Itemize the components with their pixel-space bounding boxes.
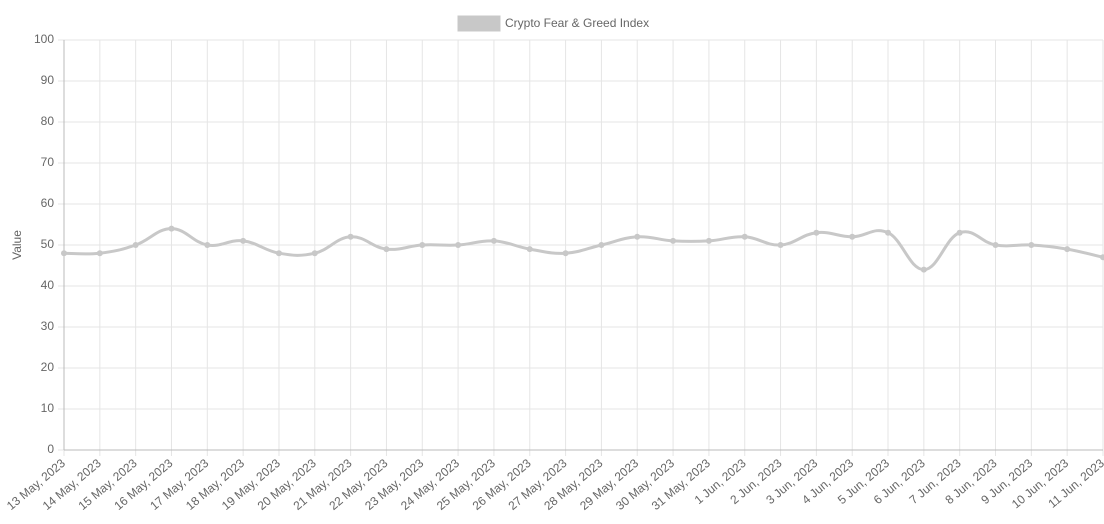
point	[741, 233, 748, 240]
point	[383, 246, 390, 253]
point	[920, 266, 927, 273]
point	[705, 237, 712, 244]
point	[1028, 242, 1035, 248]
point	[311, 250, 318, 257]
point	[240, 237, 247, 244]
point	[347, 233, 354, 240]
legend-label: Crypto Fear & Greed Index	[505, 16, 649, 30]
point	[562, 250, 569, 257]
y-tick-label: 20	[41, 360, 55, 374]
y-axis-title: Value	[10, 230, 24, 260]
point	[132, 242, 139, 248]
point	[419, 242, 426, 248]
point	[992, 242, 999, 248]
y-tick-label: 100	[34, 32, 54, 46]
point	[598, 242, 605, 248]
y-tick-label: 40	[41, 278, 55, 292]
y-tick-label: 90	[41, 73, 55, 87]
y-tick-label: 50	[41, 237, 55, 251]
y-tick-label: 60	[41, 196, 55, 210]
point	[956, 229, 963, 236]
point	[96, 250, 103, 257]
point	[61, 250, 67, 257]
point	[1064, 246, 1071, 253]
legend-swatch	[457, 15, 501, 32]
point	[168, 225, 175, 232]
line	[63, 227, 1104, 272]
point	[885, 229, 892, 236]
point	[634, 233, 641, 240]
point	[1100, 254, 1104, 261]
y-tick-label: 10	[41, 401, 55, 415]
y-tick-label: 0	[47, 442, 54, 456]
point	[849, 233, 856, 240]
point	[490, 237, 497, 244]
point	[777, 242, 784, 248]
y-tick-label: 30	[41, 319, 55, 333]
point	[813, 229, 820, 236]
y-tick-label: 70	[41, 155, 55, 169]
point	[670, 237, 677, 244]
point	[275, 250, 282, 257]
y-tick-label: 80	[41, 114, 55, 128]
point	[204, 242, 211, 248]
point	[455, 242, 462, 248]
point	[526, 246, 533, 253]
